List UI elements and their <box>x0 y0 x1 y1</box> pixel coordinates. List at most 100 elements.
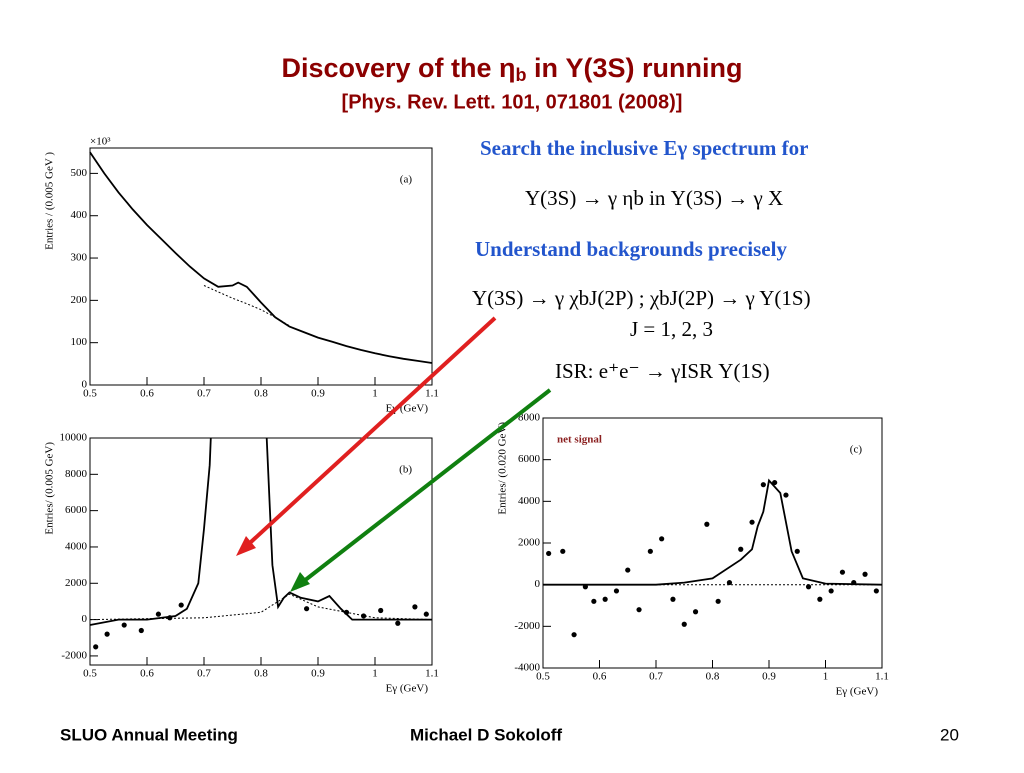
data-point <box>395 620 401 626</box>
x-tick-label: 0.6 <box>140 668 154 680</box>
note-formula: ISR: e⁺e⁻ → γISR Υ(1S) <box>555 359 770 383</box>
title-sub: b <box>516 65 527 85</box>
x-tick-label: 0.9 <box>311 388 325 400</box>
x-tick-label: 0.7 <box>197 668 211 680</box>
data-point <box>783 492 789 498</box>
data-point <box>805 584 812 590</box>
x-axis-label: Eγ (GeV) <box>386 683 429 695</box>
y-axis-label: Entries / (0.005 GeV ) <box>44 152 56 250</box>
x-tick-label: 1 <box>823 671 829 683</box>
panel-label: (a) <box>400 174 413 186</box>
data-point <box>423 611 429 617</box>
curve <box>89 151 433 364</box>
panel-label: (c) <box>850 444 863 456</box>
data-point <box>625 567 631 573</box>
x-tick-label: 0.6 <box>140 388 154 400</box>
plot-frame <box>89 147 433 386</box>
y-axis-label: Entries/ (0.005 GeV) <box>44 442 56 535</box>
slide-title: Discovery of the ηb in Υ(3S) running <box>281 53 742 85</box>
subtitle: [Phys. Rev. Lett. 101, 071801 (2008)] <box>342 91 683 113</box>
panel-label: (b) <box>399 464 412 476</box>
data-point <box>715 598 721 604</box>
data-point <box>178 602 184 608</box>
x-tick-label: 0.8 <box>254 668 268 680</box>
axis-multiplier: ×10³ <box>90 136 111 148</box>
x-tick-label: 1.1 <box>875 671 889 683</box>
data-point <box>794 548 800 554</box>
y-tick-label: 300 <box>71 252 88 264</box>
footer-left: SLUO Annual Meeting <box>60 725 238 744</box>
footer-page: 20 <box>940 725 959 744</box>
data-point <box>692 609 699 615</box>
data-point <box>873 588 879 594</box>
y-tick-label: 400 <box>71 209 88 221</box>
data-point <box>772 479 778 486</box>
curve <box>89 593 433 621</box>
y-tick-label: 100 <box>71 336 88 348</box>
curve <box>89 437 432 626</box>
x-tick-label: 0.5 <box>536 671 550 683</box>
arrow-head <box>290 572 310 592</box>
y-tick-label: 6000 <box>65 504 88 516</box>
data-point <box>93 644 99 650</box>
data-point <box>602 596 608 602</box>
x-tick-label: 0.5 <box>83 668 97 680</box>
x-tick-label: 1.1 <box>425 668 439 680</box>
y-tick-label: 2000 <box>518 537 541 549</box>
data-point <box>155 611 161 617</box>
y-tick-label: 4000 <box>518 495 541 507</box>
y-tick-label: 0 <box>82 613 88 625</box>
y-tick-label: 0 <box>82 379 88 391</box>
arrow-head <box>236 536 256 556</box>
data-point <box>121 622 127 628</box>
y-axis-label: Entries/ (0.020 GeV) <box>497 422 509 515</box>
data-point <box>749 519 755 525</box>
arrow-red <box>238 316 497 554</box>
data-point <box>839 569 846 575</box>
x-axis-label: Eγ (GeV) <box>836 686 879 698</box>
data-point <box>546 550 552 557</box>
y-tick-label: -4000 <box>514 662 540 674</box>
data-point <box>560 548 566 554</box>
x-tick-label: 1.1 <box>425 388 439 400</box>
data-point <box>817 596 823 602</box>
x-axis-label: Eγ (GeV) <box>386 403 429 415</box>
data-point <box>412 604 418 610</box>
x-tick-label: 0.9 <box>762 671 776 683</box>
x-tick-label: 1 <box>372 668 378 680</box>
y-tick-label: 500 <box>71 167 88 179</box>
y-tick-label: 6000 <box>518 453 541 465</box>
title-main: Discovery of the η <box>281 53 515 83</box>
data-point <box>361 613 367 619</box>
data-point <box>378 607 384 614</box>
x-tick-label: 0.8 <box>706 671 720 683</box>
data-point <box>659 536 665 542</box>
x-tick-label: 1 <box>372 388 378 400</box>
data-point <box>343 609 350 615</box>
note-heading: Search the inclusive Eγ spectrum for <box>480 136 808 160</box>
plot-frame <box>542 417 883 669</box>
note-formula: Υ(3S) → γ χbJ(2P) ; χbJ(2P) → γ Υ(1S) <box>472 286 811 310</box>
data-point <box>304 606 310 612</box>
data-point <box>647 548 653 554</box>
y-tick-label: -2000 <box>61 649 87 661</box>
data-point <box>138 627 144 634</box>
data-point <box>591 598 597 604</box>
data-point <box>704 521 710 527</box>
x-tick-label: 0.9 <box>311 668 325 680</box>
data-point <box>862 571 868 577</box>
y-tick-label: 200 <box>71 294 88 306</box>
data-point <box>670 596 676 602</box>
plot-label: net signal <box>557 434 602 446</box>
curve <box>543 478 883 586</box>
x-tick-label: 0.7 <box>197 388 211 400</box>
data-point <box>681 621 687 627</box>
data-point <box>636 607 642 613</box>
x-tick-label: 0.6 <box>593 671 607 683</box>
y-tick-label: 4000 <box>65 540 88 552</box>
y-tick-label: 0 <box>535 578 541 590</box>
footer-center: Michael D Sokoloff <box>410 725 562 744</box>
note-formula: Υ(3S) → γ ηb in Υ(3S) → γ X <box>525 186 783 210</box>
